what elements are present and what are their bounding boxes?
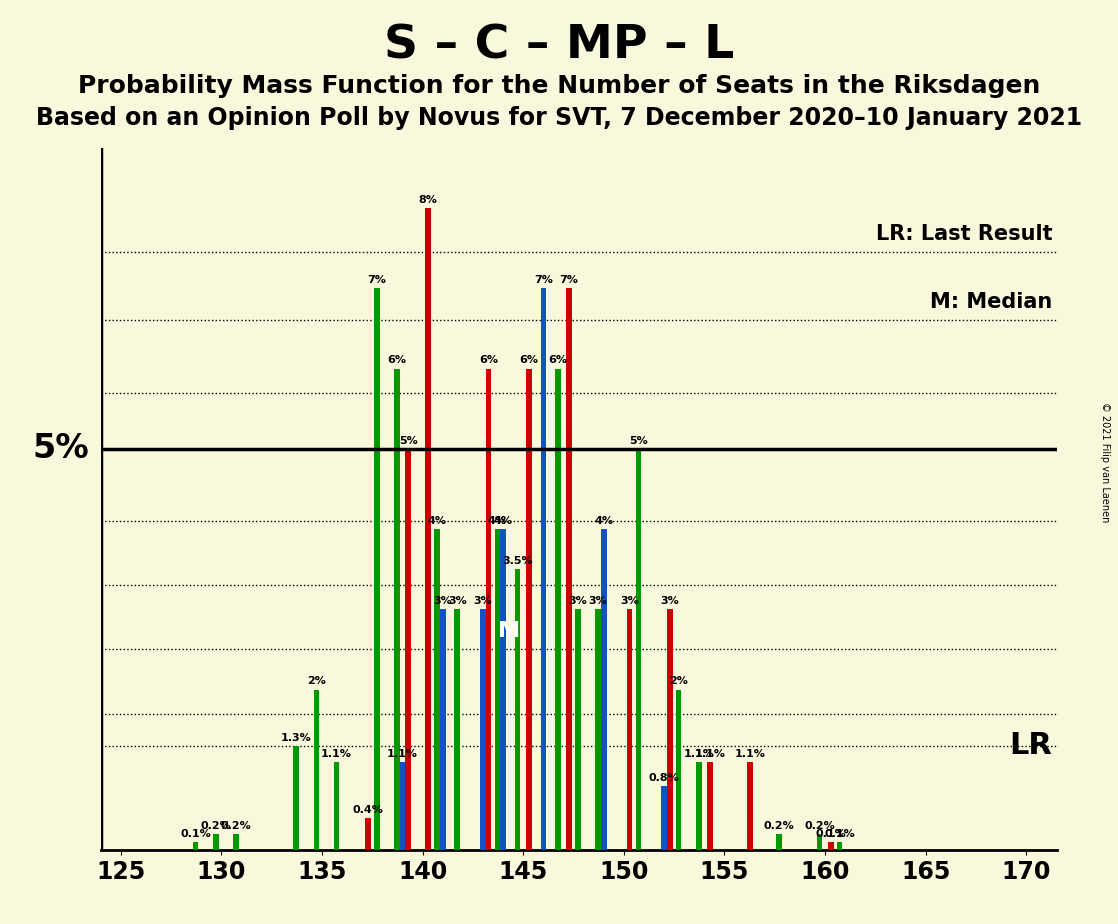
Text: 0.2%: 0.2% <box>764 821 795 831</box>
Text: 0.1%: 0.1% <box>180 829 211 839</box>
Text: 3%: 3% <box>448 596 466 606</box>
Bar <box>486 369 492 850</box>
Bar <box>828 842 834 850</box>
Text: 5%: 5% <box>629 435 647 445</box>
Bar <box>313 689 319 850</box>
Bar <box>836 842 842 850</box>
Text: 0.4%: 0.4% <box>352 805 383 815</box>
Text: 3%: 3% <box>589 596 607 606</box>
Text: M: Median: M: Median <box>930 292 1052 312</box>
Text: 0.2%: 0.2% <box>804 821 835 831</box>
Bar <box>373 288 379 850</box>
Bar <box>406 449 411 850</box>
Text: 2%: 2% <box>670 676 688 687</box>
Bar <box>514 569 520 850</box>
Bar <box>695 761 701 850</box>
Bar <box>540 288 547 850</box>
Text: 6%: 6% <box>520 356 539 365</box>
Bar <box>600 529 607 850</box>
Bar <box>635 449 641 850</box>
Bar <box>454 609 459 850</box>
Bar <box>394 369 399 850</box>
Bar <box>816 834 822 850</box>
Bar <box>233 834 238 850</box>
Text: 4%: 4% <box>427 516 446 526</box>
Bar <box>748 761 754 850</box>
Bar <box>567 288 572 850</box>
Bar <box>212 834 218 850</box>
Text: 6%: 6% <box>387 356 406 365</box>
Text: 1.1%: 1.1% <box>735 748 766 759</box>
Bar <box>500 529 506 850</box>
Text: 7%: 7% <box>560 275 578 286</box>
Bar <box>434 529 439 850</box>
Bar <box>675 689 681 850</box>
Text: 3.5%: 3.5% <box>502 556 533 566</box>
Text: 0.1%: 0.1% <box>815 829 846 839</box>
Text: 7%: 7% <box>368 275 386 286</box>
Text: 3%: 3% <box>620 596 638 606</box>
Bar <box>333 761 339 850</box>
Text: 1.1%: 1.1% <box>683 748 714 759</box>
Bar <box>527 369 532 850</box>
Text: 2%: 2% <box>307 676 325 687</box>
Bar <box>439 609 446 850</box>
Text: 3%: 3% <box>474 596 492 606</box>
Bar <box>366 818 371 850</box>
Text: Based on an Opinion Poll by Novus for SVT, 7 December 2020–10 January 2021: Based on an Opinion Poll by Novus for SV… <box>36 106 1082 130</box>
Text: 4%: 4% <box>487 516 506 526</box>
Text: 3%: 3% <box>569 596 587 606</box>
Bar <box>661 786 667 850</box>
Text: LR: LR <box>1010 731 1052 760</box>
Text: 1.1%: 1.1% <box>387 748 418 759</box>
Text: Probability Mass Function for the Number of Seats in the Riksdagen: Probability Mass Function for the Number… <box>78 74 1040 98</box>
Bar <box>595 609 600 850</box>
Text: 5%: 5% <box>32 432 88 466</box>
Bar <box>627 609 633 850</box>
Text: 3%: 3% <box>661 596 679 606</box>
Text: 8%: 8% <box>419 195 437 205</box>
Text: 1.1%: 1.1% <box>694 748 726 759</box>
Text: 7%: 7% <box>534 275 552 286</box>
Text: 0.2%: 0.2% <box>200 821 231 831</box>
Bar <box>480 609 486 850</box>
Text: S – C – MP – L: S – C – MP – L <box>383 23 735 68</box>
Text: 0.2%: 0.2% <box>220 821 252 831</box>
Bar <box>399 761 406 850</box>
Text: M: M <box>498 622 520 641</box>
Bar <box>555 369 560 850</box>
Text: 3%: 3% <box>434 596 452 606</box>
Bar <box>192 842 198 850</box>
Text: 0.1%: 0.1% <box>824 829 855 839</box>
Text: 4%: 4% <box>494 516 512 526</box>
Bar <box>776 834 781 850</box>
Text: 1.3%: 1.3% <box>281 733 312 743</box>
Text: LR: Last Result: LR: Last Result <box>875 225 1052 244</box>
Text: 6%: 6% <box>480 356 499 365</box>
Bar <box>426 208 432 850</box>
Text: 5%: 5% <box>399 435 417 445</box>
Bar <box>667 609 673 850</box>
Text: 1.1%: 1.1% <box>321 748 352 759</box>
Text: © 2021 Filip van Laenen: © 2021 Filip van Laenen <box>1100 402 1110 522</box>
Bar <box>494 529 500 850</box>
Text: 6%: 6% <box>548 356 567 365</box>
Text: 0.8%: 0.8% <box>648 772 680 783</box>
Bar <box>708 761 713 850</box>
Bar <box>575 609 580 850</box>
Bar <box>293 746 299 850</box>
Text: 4%: 4% <box>595 516 613 526</box>
